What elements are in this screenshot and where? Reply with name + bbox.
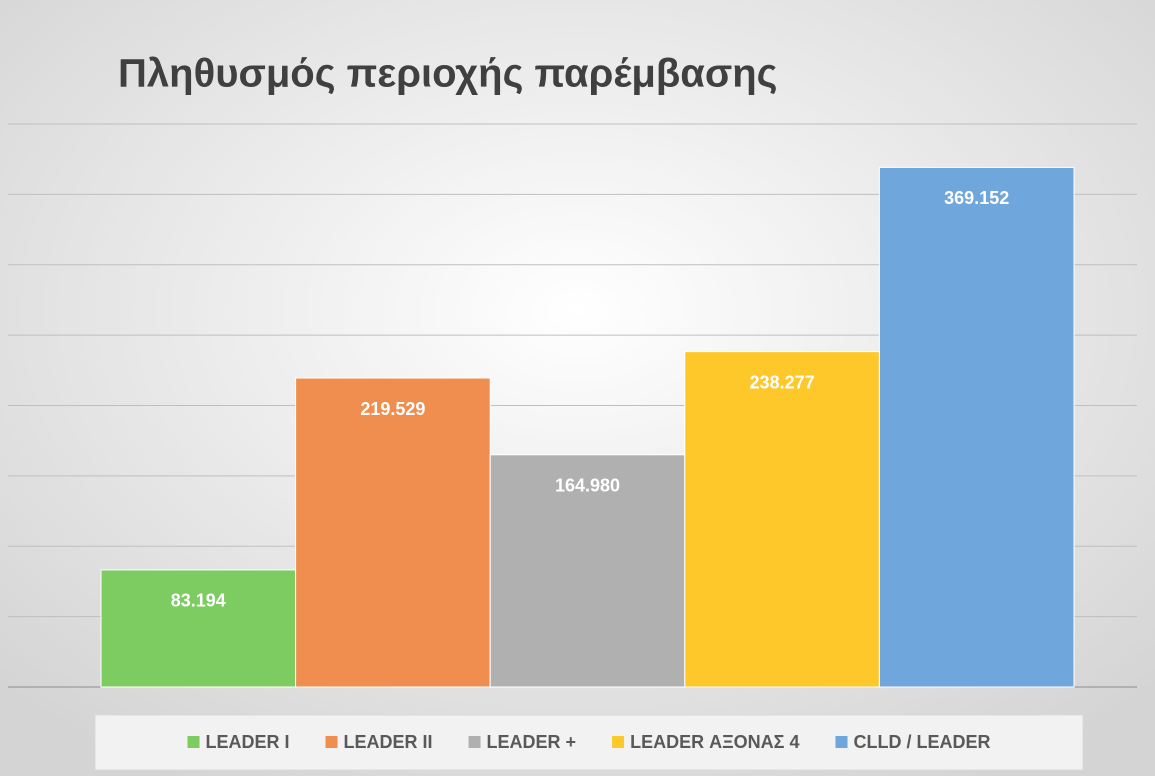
legend-swatch — [612, 736, 625, 748]
legend-swatch — [187, 736, 200, 748]
legend-label: CLLD / LEADER — [853, 732, 990, 752]
chart-title: Πληθυσμός περιοχής παρέμβασης — [118, 52, 777, 96]
data-label: 219.529 — [360, 399, 425, 419]
legend-swatch — [325, 736, 338, 748]
bar — [878, 166, 1075, 688]
legend-label: LEADER + — [487, 732, 577, 752]
bar — [684, 351, 880, 688]
legend-label: LEADER ΑΞΟΝΑΣ 4 — [630, 732, 799, 752]
bar — [295, 377, 491, 688]
data-label: 83.194 — [171, 591, 226, 611]
data-label: 238.277 — [750, 372, 815, 392]
data-label: 369.152 — [944, 188, 1009, 208]
legend-swatch — [468, 736, 481, 748]
legend-swatch — [835, 736, 848, 748]
bar — [100, 569, 297, 688]
data-label: 164.980 — [555, 476, 620, 496]
legend-box — [94, 714, 1084, 771]
legend-label: LEADER II — [344, 732, 433, 752]
bar — [489, 454, 686, 688]
legend-label: LEADER I — [206, 732, 290, 752]
